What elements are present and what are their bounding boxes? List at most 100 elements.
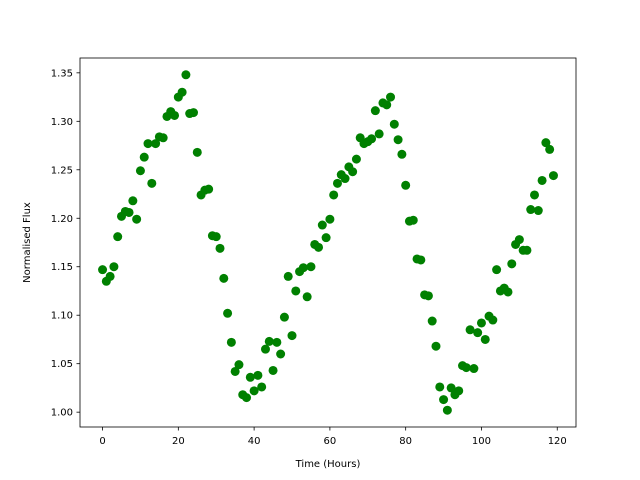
data-point bbox=[548, 171, 558, 181]
y-tick-label: 1.25 bbox=[51, 165, 73, 176]
data-point bbox=[541, 138, 551, 148]
data-point bbox=[204, 184, 214, 194]
data-point bbox=[257, 382, 267, 392]
data-point bbox=[135, 166, 145, 176]
data-point bbox=[545, 144, 555, 154]
data-point bbox=[192, 147, 202, 157]
data-point bbox=[279, 312, 289, 322]
data-point bbox=[530, 190, 540, 200]
data-point bbox=[170, 110, 180, 120]
data-point bbox=[435, 382, 445, 392]
y-tick-label: 1.30 bbox=[51, 117, 73, 128]
data-point bbox=[393, 135, 403, 145]
data-point bbox=[325, 214, 335, 224]
data-point bbox=[264, 336, 274, 346]
data-point bbox=[397, 149, 407, 159]
data-point bbox=[340, 174, 350, 184]
data-point bbox=[522, 245, 532, 255]
data-point bbox=[442, 405, 452, 415]
x-tick-label: 20 bbox=[172, 436, 185, 447]
data-point bbox=[113, 232, 123, 242]
data-point bbox=[408, 215, 418, 225]
data-point bbox=[374, 129, 384, 139]
x-tick-label: 60 bbox=[324, 436, 337, 447]
data-point bbox=[431, 341, 441, 351]
data-point bbox=[537, 175, 547, 185]
data-point bbox=[351, 154, 361, 164]
data-point bbox=[332, 178, 342, 188]
data-point bbox=[291, 286, 301, 296]
data-point bbox=[317, 220, 327, 230]
data-point bbox=[283, 271, 293, 281]
data-point bbox=[461, 363, 471, 373]
y-tick-label: 1.05 bbox=[51, 359, 73, 370]
data-point bbox=[181, 70, 191, 80]
data-point bbox=[158, 133, 168, 143]
data-point bbox=[382, 100, 392, 110]
y-tick-label: 1.10 bbox=[51, 311, 73, 322]
data-point bbox=[401, 180, 411, 190]
data-point bbox=[143, 139, 153, 149]
data-point bbox=[211, 232, 221, 242]
data-point bbox=[245, 372, 255, 382]
data-point bbox=[503, 287, 513, 297]
x-tick-label: 120 bbox=[548, 436, 567, 447]
data-point bbox=[476, 318, 486, 328]
data-point bbox=[507, 259, 517, 269]
data-point bbox=[249, 386, 259, 396]
data-point bbox=[124, 207, 134, 217]
data-point bbox=[465, 325, 475, 335]
data-point bbox=[253, 370, 263, 380]
data-point bbox=[427, 316, 437, 326]
data-point bbox=[298, 263, 308, 273]
data-point bbox=[272, 337, 282, 347]
data-point bbox=[302, 292, 312, 302]
data-point bbox=[276, 349, 286, 359]
data-point bbox=[321, 233, 331, 243]
data-point bbox=[98, 265, 108, 275]
data-point bbox=[139, 152, 149, 162]
data-point bbox=[439, 395, 449, 405]
data-point bbox=[215, 243, 225, 253]
data-point bbox=[287, 331, 297, 341]
data-point bbox=[488, 315, 498, 325]
data-point bbox=[105, 271, 115, 281]
data-point bbox=[230, 366, 240, 376]
data-point bbox=[242, 393, 252, 403]
data-point bbox=[473, 328, 483, 338]
data-point bbox=[446, 383, 456, 393]
data-point bbox=[314, 242, 324, 252]
data-point bbox=[234, 360, 244, 370]
x-tick-label: 80 bbox=[399, 436, 412, 447]
x-axis-label: Time (Hours) bbox=[295, 459, 361, 470]
x-tick-label: 100 bbox=[472, 436, 491, 447]
data-point bbox=[492, 265, 502, 275]
data-point bbox=[423, 291, 433, 301]
data-point bbox=[469, 364, 479, 374]
data-point bbox=[177, 87, 187, 97]
x-tick-label: 0 bbox=[99, 436, 105, 447]
axes-frame bbox=[79, 57, 577, 428]
y-tick-label: 1.00 bbox=[51, 408, 73, 419]
data-point bbox=[219, 273, 229, 283]
data-point bbox=[367, 134, 377, 144]
data-point bbox=[109, 262, 119, 272]
data-point bbox=[329, 190, 339, 200]
data-point bbox=[526, 205, 536, 215]
y-tick-label: 1.15 bbox=[51, 262, 73, 273]
data-point bbox=[128, 196, 138, 206]
data-point bbox=[260, 344, 270, 354]
data-point bbox=[389, 119, 399, 129]
data-point bbox=[370, 106, 380, 116]
data-point bbox=[454, 386, 464, 396]
x-tick-label: 40 bbox=[248, 436, 261, 447]
data-point bbox=[514, 235, 524, 245]
data-point bbox=[348, 167, 358, 177]
data-point bbox=[147, 178, 157, 188]
data-point bbox=[151, 139, 161, 149]
data-point bbox=[188, 108, 198, 118]
data-point bbox=[480, 334, 490, 344]
data-point bbox=[268, 365, 278, 375]
data-point bbox=[533, 206, 543, 216]
